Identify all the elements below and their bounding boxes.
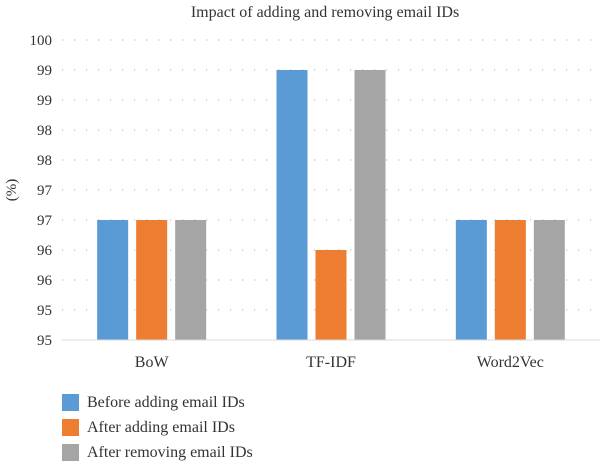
bar-word2vec-series-1 — [455, 220, 487, 340]
bar-tf-idf-series-1 — [276, 70, 308, 340]
y-tick-label: 97 — [37, 183, 53, 199]
bar-word2vec-series-2 — [494, 220, 526, 340]
legend-swatch — [62, 419, 79, 436]
y-tick-label: 95 — [37, 333, 52, 349]
y-tick-label: 99 — [37, 93, 52, 109]
y-tick-label: 99 — [37, 63, 52, 79]
y-tick-label: 95 — [37, 303, 52, 319]
bar-bow-series-3 — [175, 220, 207, 340]
y-tick-label: 97 — [37, 213, 53, 229]
legend-item-before: Before adding email IDs — [62, 390, 253, 415]
bars — [97, 70, 565, 340]
y-axis-ticks: 95 95 96 96 97 97 98 98 99 99 100 — [30, 33, 53, 349]
y-tick-label: 100 — [30, 33, 53, 49]
x-tick-label: BoW — [135, 354, 170, 371]
y-tick-label: 98 — [37, 123, 52, 139]
legend-label: Before adding email IDs — [87, 393, 245, 411]
legend-swatch — [62, 444, 79, 461]
x-tick-label: TF-IDF — [306, 354, 356, 371]
y-tick-label: 98 — [37, 153, 52, 169]
chart-title: Impact of adding and removing email IDs — [191, 4, 459, 21]
y-axis-label: (%) — [4, 179, 20, 202]
bar-tf-idf-series-3 — [354, 70, 386, 340]
y-tick-label: 96 — [37, 243, 53, 259]
bar-tf-idf-series-2 — [315, 250, 347, 340]
y-tick-label: 96 — [37, 273, 53, 289]
legend-swatch — [62, 394, 79, 411]
bar-bow-series-1 — [97, 220, 129, 340]
bar-bow-series-2 — [136, 220, 168, 340]
x-axis-ticks: BoW TF-IDF Word2Vec — [135, 354, 544, 371]
legend: Before adding email IDs After adding ema… — [62, 390, 253, 465]
legend-label: After adding email IDs — [87, 418, 235, 436]
bar-word2vec-series-3 — [533, 220, 565, 340]
legend-label: After removing email IDs — [87, 443, 253, 461]
legend-item-after-removing: After removing email IDs — [62, 440, 253, 465]
x-tick-label: Word2Vec — [477, 354, 544, 371]
legend-item-after-adding: After adding email IDs — [62, 415, 253, 440]
